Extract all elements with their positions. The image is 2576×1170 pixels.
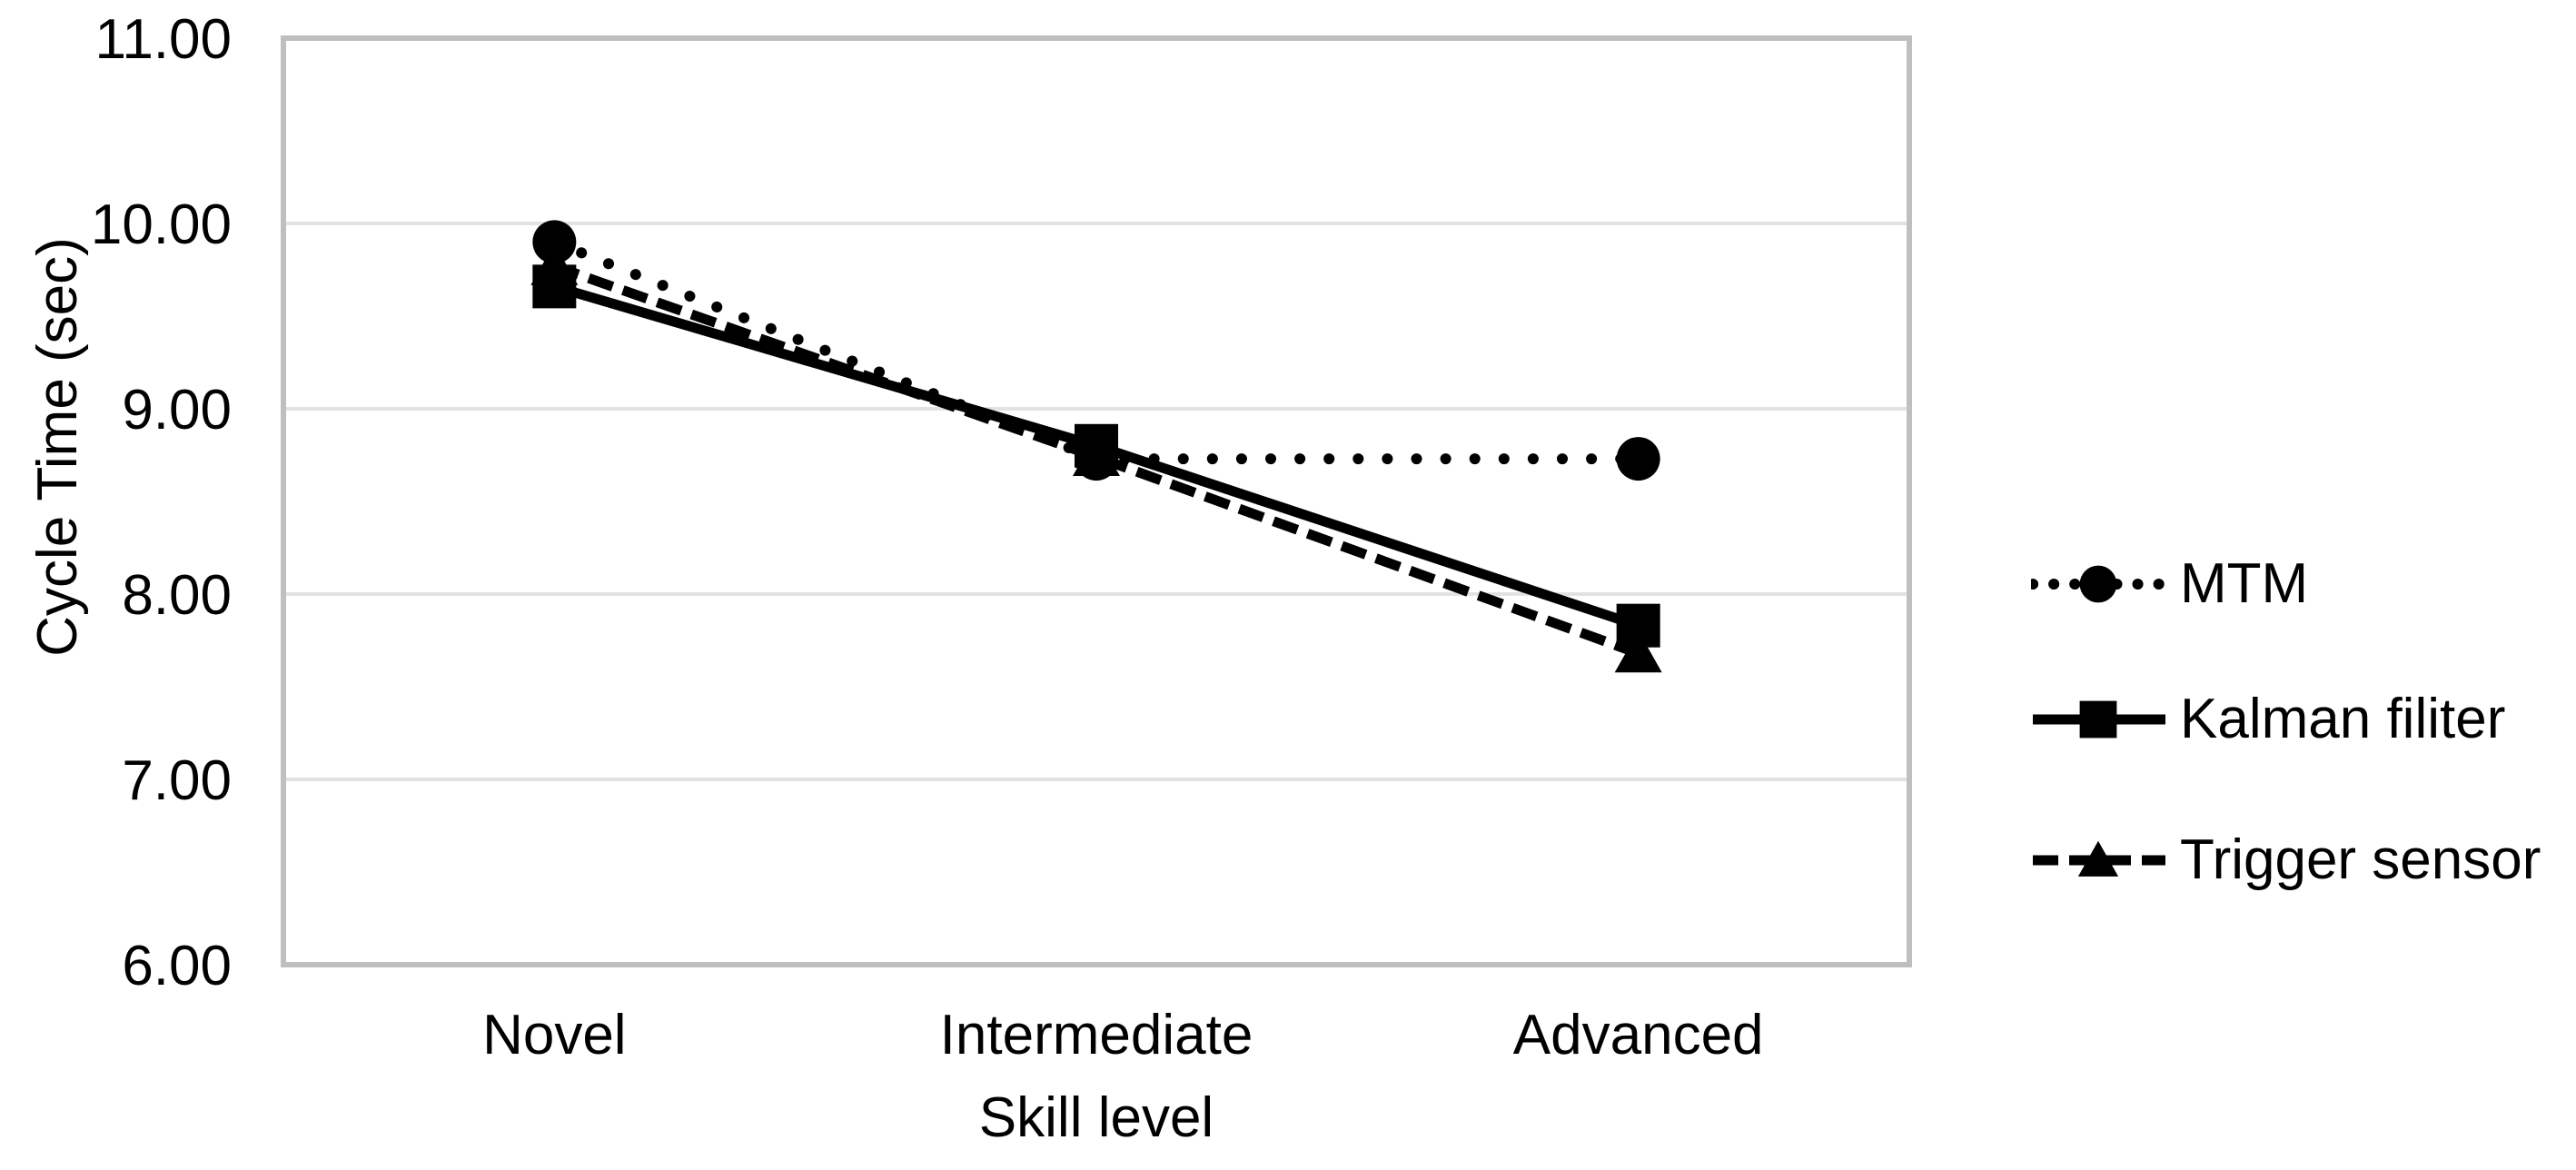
legend-sample-dotted-circle-icon bbox=[2031, 565, 2167, 603]
legend-item-kalman-filiter: Kalman filiter bbox=[2031, 690, 2505, 749]
marker-square bbox=[532, 264, 577, 309]
series-kalman-filiter bbox=[532, 264, 1660, 648]
y-tick-label: 8.00 bbox=[122, 564, 232, 627]
y-tick-label: 10.00 bbox=[91, 193, 232, 256]
legend-item-mtm: MTM bbox=[2031, 555, 2308, 613]
legend-sample-dashed-triangle-icon bbox=[2033, 840, 2165, 877]
y-tick-label: 11.00 bbox=[94, 8, 232, 71]
marker-triangle bbox=[1614, 630, 1662, 673]
legend-item-trigger-sensor: Trigger sensor bbox=[2031, 831, 2541, 889]
x-category-label: Intermediate bbox=[940, 1004, 1253, 1066]
plot-frame bbox=[281, 35, 1912, 967]
legend-sample-solid-square-icon bbox=[2033, 700, 2165, 739]
series-line bbox=[552, 261, 1640, 659]
marker-triangle bbox=[2077, 840, 2119, 877]
y-tick-label: 9.00 bbox=[122, 379, 232, 441]
y-tick-label: 6.00 bbox=[122, 935, 232, 997]
x-axis-title: Skill level bbox=[978, 1086, 1214, 1149]
marker-square bbox=[1616, 603, 1660, 648]
x-category-label: Advanced bbox=[1513, 1004, 1764, 1066]
y-axis-title: Cycle Time (sec) bbox=[26, 237, 89, 657]
marker-square bbox=[1075, 423, 1118, 468]
marker-circle bbox=[2079, 565, 2117, 603]
marker-circle bbox=[1616, 437, 1660, 481]
legend-label-trigger-sensor: Trigger sensor bbox=[2180, 828, 2541, 891]
y-tick-label: 7.00 bbox=[122, 749, 232, 812]
legend-label-mtm: MTM bbox=[2180, 552, 2309, 615]
marker-square bbox=[2079, 700, 2117, 739]
x-category-label: Novel bbox=[482, 1004, 627, 1066]
marker-circle bbox=[532, 220, 577, 264]
legend-label-kalman-filiter: Kalman filiter bbox=[2180, 688, 2506, 750]
